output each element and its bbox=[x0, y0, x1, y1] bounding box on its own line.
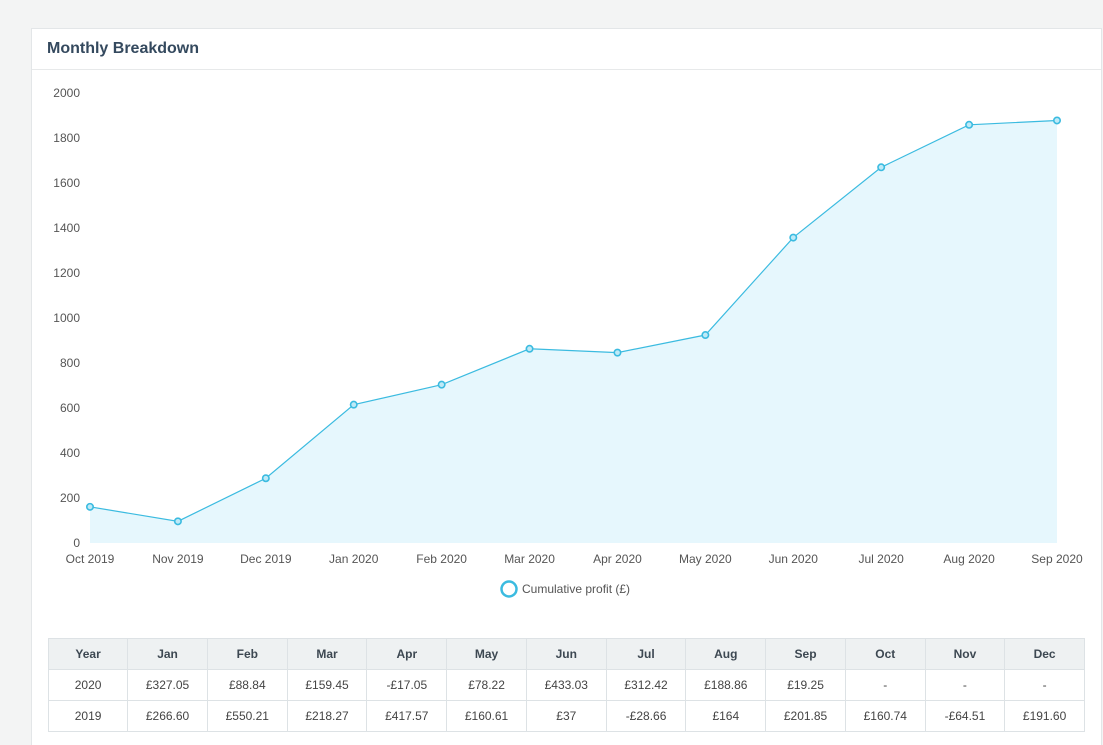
data-point[interactable] bbox=[261, 474, 270, 483]
table-cell: £37 bbox=[525, 700, 607, 732]
table-cell: 2019 bbox=[47, 700, 129, 732]
x-tick-label: Jan 2020 bbox=[329, 552, 379, 566]
data-point[interactable] bbox=[613, 348, 622, 357]
y-tick-label: 0 bbox=[73, 536, 80, 550]
table-cell: £159.45 bbox=[286, 669, 368, 701]
column-header: Apr bbox=[366, 638, 448, 670]
table-cell: £188.86 bbox=[685, 669, 767, 701]
x-tick-label: Oct 2019 bbox=[66, 552, 115, 566]
table-row: 2019 £266.60 £550.21 £218.27 £417.57 £160.61 £… bbox=[47, 700, 1085, 732]
y-tick-label: 1400 bbox=[53, 221, 80, 235]
y-tick-label: 1800 bbox=[53, 131, 80, 145]
y-tick-label: 400 bbox=[60, 446, 80, 460]
table-row: 2020 £327.05 £88.84 £159.45 -£17.05 £78.22 £43… bbox=[47, 669, 1085, 701]
data-point[interactable] bbox=[965, 120, 974, 129]
column-header: Jun bbox=[525, 638, 607, 670]
table-header-row: Year Jan Feb Mar Apr May Jun Jul Aug Sep Oct Nov Dec bbox=[47, 638, 1085, 670]
data-point[interactable] bbox=[525, 344, 534, 353]
x-tick-label: May 2020 bbox=[679, 552, 732, 566]
y-tick-label: 2000 bbox=[53, 86, 80, 100]
data-point[interactable] bbox=[1052, 116, 1061, 125]
table-cell: £160.74 bbox=[844, 700, 926, 732]
column-header: May bbox=[446, 638, 527, 670]
column-header: Feb bbox=[206, 638, 288, 670]
column-header: Jul bbox=[605, 638, 687, 670]
series-line bbox=[89, 119, 1058, 522]
column-header: Nov bbox=[924, 638, 1006, 670]
column-header: Mar bbox=[286, 638, 368, 670]
data-point[interactable] bbox=[877, 163, 886, 172]
table-cell: - bbox=[1004, 669, 1085, 701]
data-point[interactable] bbox=[173, 517, 182, 526]
y-tick-label: 1600 bbox=[53, 176, 80, 190]
x-tick-label: Aug 2020 bbox=[943, 552, 995, 566]
area-fill bbox=[90, 120, 1057, 543]
table-cell: - bbox=[924, 669, 1006, 701]
table-cell: -£64.51 bbox=[924, 700, 1006, 732]
column-header: Jan bbox=[127, 638, 208, 670]
table-cell: £191.60 bbox=[1004, 700, 1085, 732]
y-tick-label: 200 bbox=[60, 491, 80, 505]
table-cell: £78.22 bbox=[446, 669, 527, 701]
data-point[interactable] bbox=[437, 380, 446, 389]
y-tick-label: 1200 bbox=[53, 266, 80, 280]
y-tick-label: 600 bbox=[60, 401, 80, 415]
monthly-breakdown-panel: Monthly Breakdown 0 200 400 600 800 1000 1200 1… bbox=[31, 28, 1102, 745]
column-header: Sep bbox=[765, 638, 846, 670]
data-point[interactable] bbox=[701, 331, 710, 340]
column-header: Dec bbox=[1004, 638, 1085, 670]
panel-title: Monthly Breakdown bbox=[47, 40, 200, 57]
table-cell: £160.61 bbox=[446, 700, 527, 732]
y-tick-label: 1000 bbox=[53, 311, 80, 325]
table-cell: £327.05 bbox=[127, 669, 208, 701]
cumulative-profit-chart: 0 200 400 600 800 1000 1200 1400 1600 1800 2000 Oc… bbox=[53, 86, 1083, 598]
monthly-breakdown-table: Year Jan Feb Mar Apr May Jun Jul Aug Sep Oct Nov Dec… bbox=[47, 638, 1085, 732]
table-cell: £218.27 bbox=[286, 700, 368, 732]
x-tick-label: Nov 2019 bbox=[152, 552, 204, 566]
legend-marker[interactable] bbox=[500, 580, 518, 598]
table-cell: £550.21 bbox=[206, 700, 288, 732]
legend[interactable]: Cumulative profit (£) bbox=[500, 580, 631, 598]
table-cell: -£28.66 bbox=[605, 700, 687, 732]
legend-label[interactable]: Cumulative profit (£) bbox=[522, 582, 630, 596]
x-tick-label: Mar 2020 bbox=[504, 552, 555, 566]
column-header: Year bbox=[47, 638, 129, 670]
y-tick-label: 800 bbox=[60, 356, 80, 370]
table-cell: £433.03 bbox=[525, 669, 607, 701]
table-cell: £88.84 bbox=[206, 669, 288, 701]
x-tick-label: Sep 2020 bbox=[1031, 552, 1083, 566]
column-header: Oct bbox=[844, 638, 926, 670]
panel-header: Monthly Breakdown bbox=[32, 29, 1101, 70]
table-cell: £312.42 bbox=[605, 669, 687, 701]
data-point[interactable] bbox=[349, 400, 358, 409]
table-cell: £164 bbox=[685, 700, 767, 732]
data-point[interactable] bbox=[85, 502, 94, 511]
table-cell: £266.60 bbox=[127, 700, 208, 732]
x-tick-label: Jul 2020 bbox=[858, 552, 904, 566]
table-cell: 2020 bbox=[47, 669, 129, 701]
x-tick-label: Feb 2020 bbox=[416, 552, 467, 566]
table-cell: -£17.05 bbox=[366, 669, 448, 701]
x-tick-label: Dec 2019 bbox=[240, 552, 292, 566]
column-header: Aug bbox=[685, 638, 767, 670]
table-cell: - bbox=[844, 669, 926, 701]
x-tick-label: Jun 2020 bbox=[769, 552, 819, 566]
x-tick-label: Apr 2020 bbox=[593, 552, 642, 566]
table-cell: £201.85 bbox=[765, 700, 846, 732]
table-cell: £19.25 bbox=[765, 669, 846, 701]
data-point[interactable] bbox=[789, 233, 798, 242]
table-cell: £417.57 bbox=[366, 700, 448, 732]
